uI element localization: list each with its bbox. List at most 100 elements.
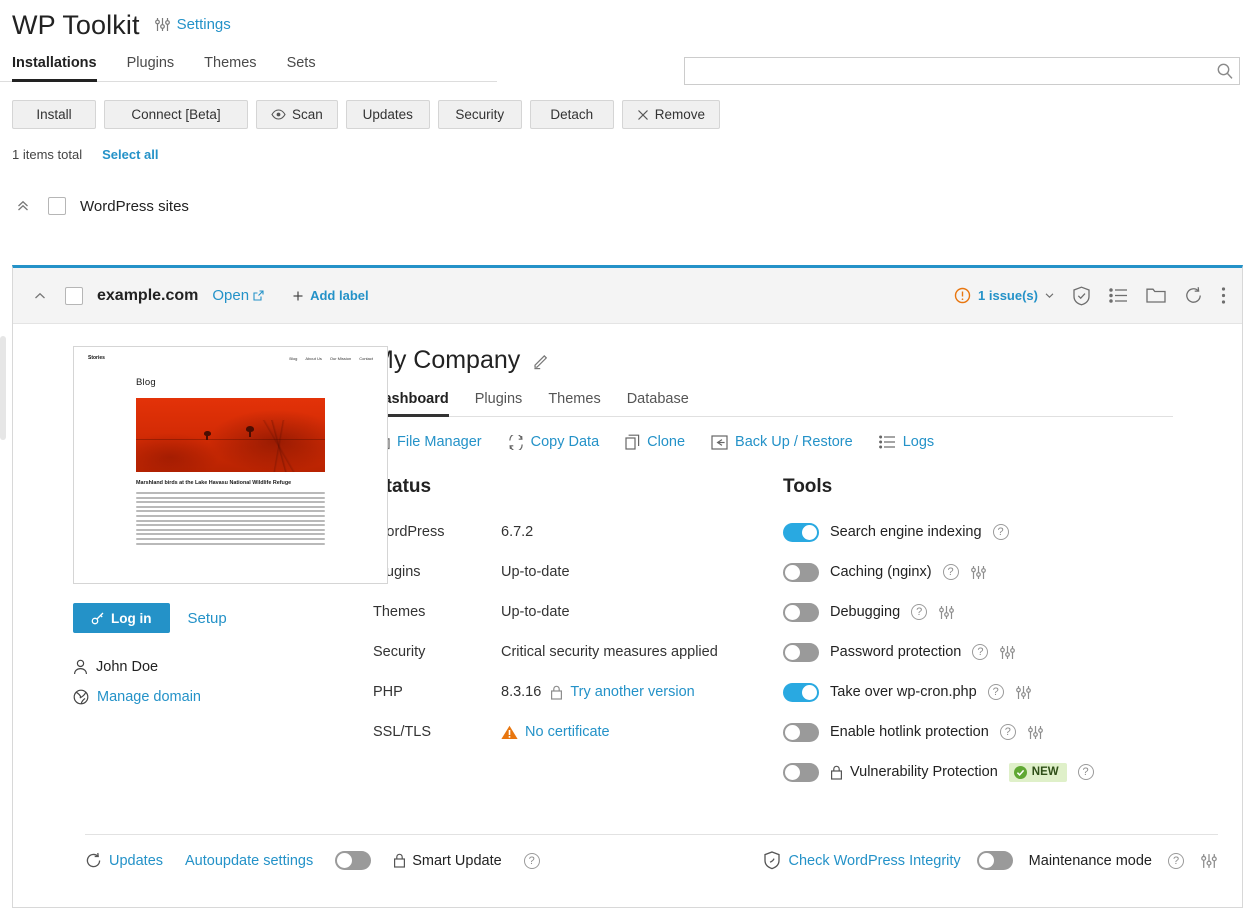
connect-beta-button[interactable]: Connect [Beta] <box>104 100 248 129</box>
plus-icon <box>292 290 304 302</box>
site-tab-dashboard[interactable]: Dashboard <box>373 391 449 417</box>
tool-row-caching: Caching (nginx) ? <box>783 552 1222 592</box>
refresh-icon <box>85 852 102 869</box>
site-thumbnail[interactable]: Stories Blog About Us Our Mission Contac… <box>73 346 388 584</box>
toggle-hotlink-protection[interactable] <box>783 722 819 742</box>
search-input[interactable] <box>685 58 1211 84</box>
tool-row-debugging: Debugging ? <box>783 592 1222 632</box>
setup-link[interactable]: Setup <box>187 609 227 627</box>
toggle-vulnerability-protection[interactable] <box>783 762 819 782</box>
group-title: WordPress sites <box>80 197 189 215</box>
sliders-icon[interactable] <box>938 605 955 620</box>
status-row: PHP 8.3.16 Try another version <box>373 672 783 712</box>
tab-plugins[interactable]: Plugins <box>126 55 175 71</box>
mini-brand: Stories <box>88 355 105 361</box>
folder-icon[interactable] <box>1146 287 1166 304</box>
help-icon[interactable]: ? <box>1077 764 1094 780</box>
help-icon[interactable]: ? <box>999 724 1016 740</box>
site-tab-database[interactable]: Database <box>626 391 689 407</box>
site-tab-themes[interactable]: Themes <box>548 391 601 407</box>
toggle-maintenance-mode[interactable] <box>976 851 1013 870</box>
help-icon[interactable]: ? <box>942 564 959 580</box>
select-all-link[interactable]: Select all <box>102 147 159 162</box>
external-link-icon <box>253 290 264 301</box>
clone-action[interactable]: Clone <box>625 434 685 450</box>
sliders-icon[interactable] <box>1015 685 1032 700</box>
tab-themes[interactable]: Themes <box>204 55 257 71</box>
lock-icon <box>550 685 563 700</box>
sliders-icon[interactable] <box>1027 725 1044 740</box>
scan-button[interactable]: Scan <box>256 100 338 129</box>
check-circle-icon <box>1013 765 1027 779</box>
issues-indicator[interactable]: 1 issue(s) <box>954 287 1054 304</box>
refresh-icon[interactable] <box>1184 286 1203 305</box>
toggle-password-protection[interactable] <box>783 642 819 662</box>
toggle-search-engine-indexing[interactable] <box>783 522 819 542</box>
shield-check-icon[interactable] <box>1072 286 1091 306</box>
add-label-button[interactable]: Add label <box>292 288 369 303</box>
sliders-icon[interactable] <box>999 645 1016 660</box>
install-button[interactable]: Install <box>12 100 96 129</box>
mini-content: Blog Marshland birds at the Lake Havasu … <box>74 361 387 545</box>
mini-nav-mission: Our Mission <box>329 355 352 361</box>
manage-domain-link[interactable]: Manage domain <box>73 689 373 705</box>
site-tab-plugins[interactable]: Plugins <box>474 391 523 407</box>
search-bar[interactable] <box>684 57 1240 85</box>
toggle-caching[interactable] <box>783 562 819 582</box>
pencil-icon[interactable] <box>532 352 550 370</box>
try-another-version-link[interactable]: Try another version <box>570 684 695 700</box>
autoupdate-settings-link[interactable]: Autoupdate settings <box>185 852 314 869</box>
sliders-icon[interactable] <box>970 565 987 580</box>
chevron-up-icon[interactable] <box>29 289 51 303</box>
help-icon[interactable]: ? <box>987 684 1004 700</box>
site-card-footer: Updates Autoupdate settings Smart Update… <box>85 834 1218 886</box>
help-icon[interactable]: ? <box>972 644 989 660</box>
scan-label: Scan <box>292 107 323 122</box>
eye-icon <box>271 109 286 120</box>
chevrons-up-icon[interactable] <box>12 199 34 213</box>
search-icon[interactable] <box>1211 62 1239 80</box>
security-button[interactable]: Security <box>437 100 522 129</box>
key-icon <box>91 612 104 625</box>
status-value: Up-to-date <box>501 604 570 620</box>
settings-label: Settings <box>176 16 231 33</box>
updates-link[interactable]: Updates <box>85 852 163 869</box>
shield-icon <box>763 851 781 870</box>
page-scrollbar[interactable] <box>0 336 6 440</box>
tool-label: Search engine indexing <box>830 524 982 540</box>
group-checkbox[interactable] <box>48 197 66 215</box>
copy-data-action[interactable]: Copy Data <box>508 434 599 450</box>
smart-update-label: Smart Update <box>412 852 502 869</box>
detach-button[interactable]: Detach <box>529 100 614 129</box>
file-manager-action[interactable]: File Manager <box>373 434 482 450</box>
copy-data-icon <box>508 434 524 450</box>
log-in-button[interactable]: Log in <box>73 603 170 633</box>
help-icon[interactable]: ? <box>1168 852 1184 869</box>
toggle-wp-cron[interactable] <box>783 682 819 702</box>
tab-installations[interactable]: Installations <box>12 55 97 82</box>
toggle-smart-update[interactable] <box>335 851 372 870</box>
sliders-icon[interactable] <box>1200 853 1218 869</box>
ssl-status-link[interactable]: No certificate <box>525 724 610 740</box>
clone-icon <box>625 434 640 450</box>
security-status-link[interactable]: Critical security measures applied <box>501 644 718 660</box>
tab-sets[interactable]: Sets <box>286 55 316 71</box>
open-site-link[interactable]: Open <box>212 287 264 304</box>
mini-post-title: Marshland birds at the Lake Havasu Natio… <box>136 480 292 486</box>
backup-restore-action[interactable]: Back Up / Restore <box>711 434 853 450</box>
help-icon[interactable]: ? <box>911 604 928 620</box>
help-icon[interactable]: ? <box>523 852 540 869</box>
status-row: Plugins Up-to-date <box>373 552 783 592</box>
remove-button[interactable]: Remove <box>621 100 721 129</box>
settings-link[interactable]: Settings <box>154 16 231 33</box>
check-wordpress-integrity-link[interactable]: Check WordPress Integrity <box>763 851 961 870</box>
logs-action[interactable]: Logs <box>878 434 934 450</box>
updates-button[interactable]: Updates <box>345 100 430 129</box>
help-icon[interactable]: ? <box>992 524 1009 540</box>
site-checkbox[interactable] <box>65 286 83 305</box>
maintenance-mode-label: Maintenance mode <box>1028 852 1152 869</box>
list-icon[interactable] <box>1109 287 1128 304</box>
kebab-menu-icon[interactable] <box>1221 286 1226 305</box>
tool-label: Take over wp-cron.php <box>830 684 977 700</box>
toggle-debugging[interactable] <box>783 602 819 622</box>
